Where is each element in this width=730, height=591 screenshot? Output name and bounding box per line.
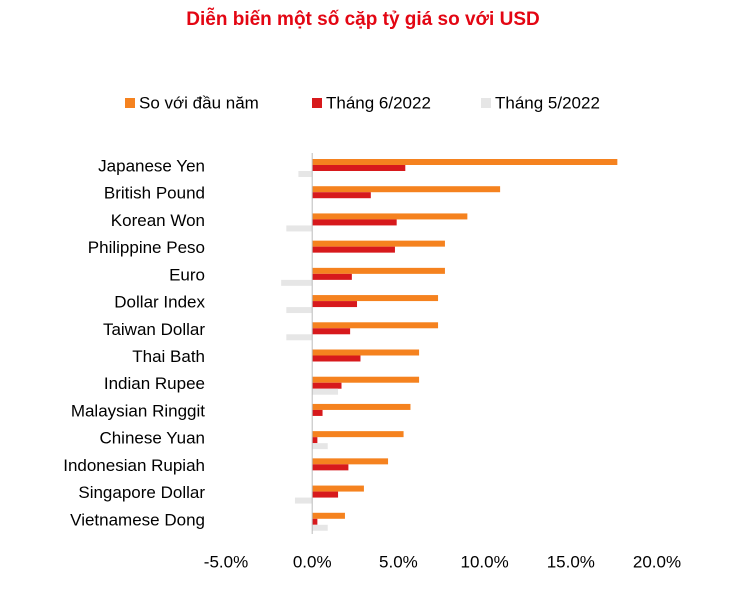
bar xyxy=(286,225,313,232)
y-tick-label: Taiwan Dollar xyxy=(103,320,205,339)
bar xyxy=(312,464,349,471)
bar xyxy=(312,458,389,465)
x-tick-label: -5.0% xyxy=(204,552,248,571)
bar xyxy=(312,159,618,165)
y-tick-label: Japanese Yen xyxy=(98,156,205,175)
y-tick-label: Philippine Peso xyxy=(88,238,205,257)
y-tick-label: Thai Bath xyxy=(132,347,205,366)
bar xyxy=(312,437,318,444)
bar xyxy=(312,524,328,531)
legend-swatch xyxy=(312,98,322,108)
bar xyxy=(298,171,313,177)
legend-label: Tháng 6/2022 xyxy=(326,93,431,112)
x-tick-label: 20.0% xyxy=(633,552,681,571)
bar xyxy=(312,213,468,220)
y-tick-label: Euro xyxy=(169,265,205,284)
chart-title: Diễn biến một số cặp tỷ giá so với USD xyxy=(186,8,539,30)
x-tick-label: 5.0% xyxy=(379,552,418,571)
legend-swatch xyxy=(125,98,135,108)
bar xyxy=(312,491,339,498)
bar xyxy=(312,273,352,280)
bar xyxy=(286,307,313,314)
bar xyxy=(312,246,395,253)
bar xyxy=(312,267,445,274)
bar xyxy=(312,355,361,362)
legend-swatch xyxy=(481,98,491,108)
x-tick-label: 0.0% xyxy=(293,552,332,571)
y-tick-label: Dollar Index xyxy=(114,293,205,312)
bar xyxy=(312,388,339,395)
bar xyxy=(312,409,323,416)
bar xyxy=(281,279,313,286)
bar xyxy=(312,295,439,302)
y-tick-label: Indonesian Rupiah xyxy=(63,456,205,475)
bar xyxy=(312,301,358,308)
bar xyxy=(312,328,351,335)
bar xyxy=(312,512,345,519)
bar xyxy=(312,518,318,525)
bar xyxy=(312,240,445,247)
y-tick-label: Chinese Yuan xyxy=(99,429,205,448)
bar xyxy=(312,443,328,450)
legend-label: Tháng 5/2022 xyxy=(495,93,600,112)
x-tick-label: 10.0% xyxy=(460,552,508,571)
bar xyxy=(286,334,313,341)
bar xyxy=(312,382,342,389)
bar xyxy=(312,322,439,329)
bar xyxy=(312,349,420,356)
bar xyxy=(294,497,313,504)
bar xyxy=(312,403,411,410)
bar xyxy=(312,186,501,193)
y-tick-label: Vietnamese Dong xyxy=(70,510,205,529)
x-tick-label: 15.0% xyxy=(547,552,595,571)
y-tick-label: Indian Rupee xyxy=(104,374,205,393)
y-tick-label: Singapore Dollar xyxy=(78,483,205,502)
bar xyxy=(312,376,420,383)
bar xyxy=(312,431,404,438)
bar xyxy=(312,219,397,226)
y-tick-label: Korean Won xyxy=(111,211,205,230)
bar xyxy=(312,192,371,199)
legend-label: So với đầu năm xyxy=(139,93,259,112)
y-tick-label: British Pound xyxy=(104,184,205,203)
bar xyxy=(312,485,364,492)
bar xyxy=(312,165,406,171)
y-tick-label: Malaysian Ringgit xyxy=(71,401,205,420)
